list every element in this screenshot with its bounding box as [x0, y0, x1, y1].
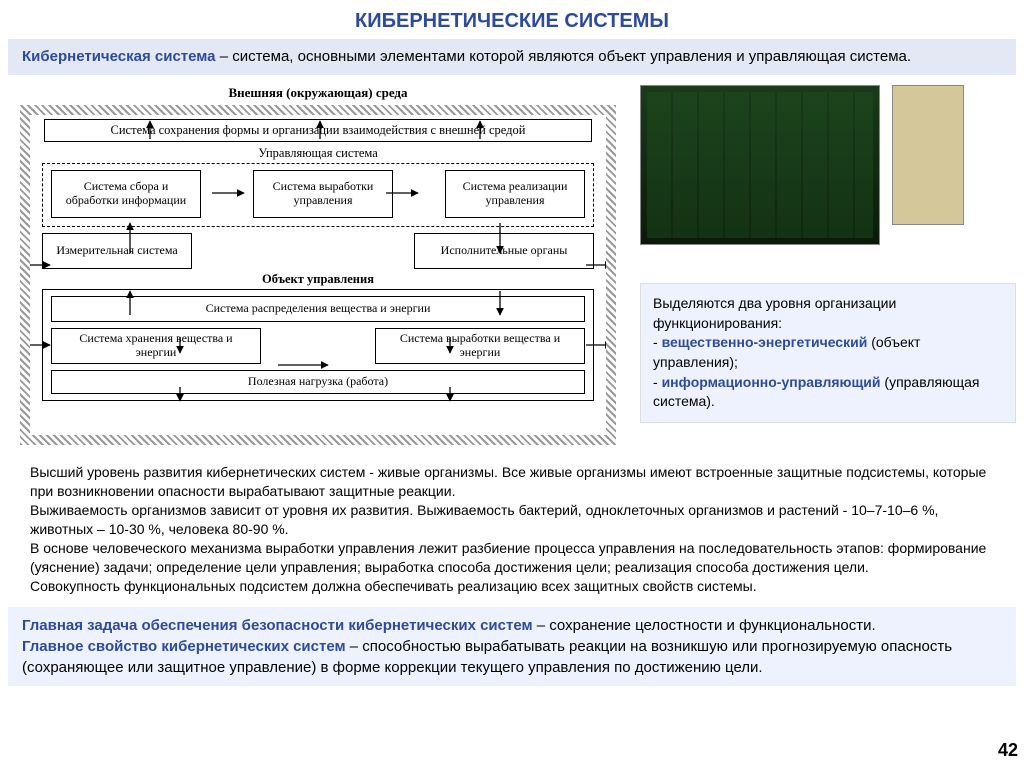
level2-term: информационно-управляющий — [662, 374, 881, 390]
node-distribution: Система распределения вещества и энергии — [51, 296, 585, 322]
level1-term: вещественно-энергетический — [662, 334, 868, 350]
bottom-term1: Главная задача обеспечения безопасности … — [22, 617, 533, 634]
bottom-rest1: – сохранение целостности и функционально… — [533, 617, 876, 634]
definition-text: – система, основными элементами которой … — [216, 48, 912, 65]
levels-box: Выделяются два уровня организации функци… — [640, 283, 1016, 423]
node-decide: Система выработки управления — [253, 170, 393, 218]
page-title: КИБЕРНЕТИЧЕСКИЕ СИСТЕМЫ — [0, 0, 1024, 39]
system-diagram: Внешняя (окружающая) среда Система сохра… — [8, 85, 628, 455]
node-measure: Измерительная система — [42, 233, 192, 269]
definition-box: Кибернетическая система – система, основ… — [8, 39, 1016, 75]
bottom-term2: Главное свойство кибернетических систем — [22, 638, 346, 655]
node-collect: Система сбора и обработки информации — [51, 170, 201, 218]
env-frame: Система сохранения формы и организации в… — [20, 105, 616, 445]
node-preserve: Система сохранения формы и организации в… — [44, 119, 592, 142]
node-load: Полезная нагрузка (работа) — [51, 370, 585, 394]
node-produce: Система выработки вещества и энергии — [375, 328, 585, 364]
image-placeholder-robot — [892, 85, 964, 225]
bottom-box: Главная задача обеспечения безопасности … — [8, 607, 1016, 686]
object-label: Объект управления — [36, 272, 600, 287]
image-placeholder-matrix — [640, 85, 880, 245]
definition-term: Кибернетическая система — [22, 48, 216, 65]
node-store: Система хранения вещества и энергии — [51, 328, 261, 364]
node-execsys: Система реализации управления — [445, 170, 585, 218]
levels-intro: Выделяются два уровня организации функци… — [653, 294, 1003, 333]
env-label: Внешняя (окружающая) среда — [8, 85, 628, 101]
body-paragraphs: Высший уровень развития кибернетических … — [0, 455, 1024, 603]
control-system-frame: Система сбора и обработки информации Сис… — [42, 163, 594, 227]
object-frame: Система распределения вещества и энергии… — [42, 289, 594, 401]
ctrl-system-label: Управляющая система — [36, 146, 600, 161]
node-exec: Исполнительные органы — [414, 233, 594, 269]
page-number: 42 — [998, 740, 1018, 761]
images-row — [640, 85, 1016, 245]
